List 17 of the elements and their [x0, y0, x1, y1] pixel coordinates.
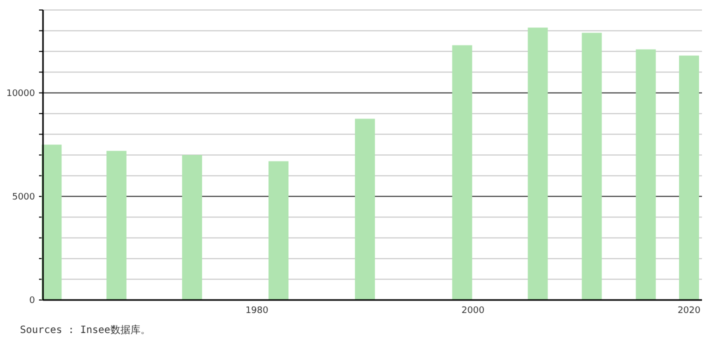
bar: [452, 45, 472, 300]
bar: [679, 56, 700, 300]
bar: [182, 155, 202, 300]
bar: [106, 150, 126, 300]
y-tick-label: 10000: [6, 88, 36, 99]
bar: [42, 144, 62, 300]
source-note: Sources : Insee数据库。: [20, 324, 150, 336]
bar: [528, 28, 548, 300]
bar: [268, 161, 289, 300]
bar: [354, 118, 375, 300]
bar: [582, 32, 602, 300]
bar: [636, 49, 656, 300]
y-tick-label: 5000: [12, 192, 36, 202]
x-tick-label: 2020: [678, 306, 701, 316]
x-tick-label: 1980: [245, 306, 269, 316]
y-tick-label: 0: [29, 296, 36, 306]
x-tick-label: 2000: [462, 306, 485, 316]
